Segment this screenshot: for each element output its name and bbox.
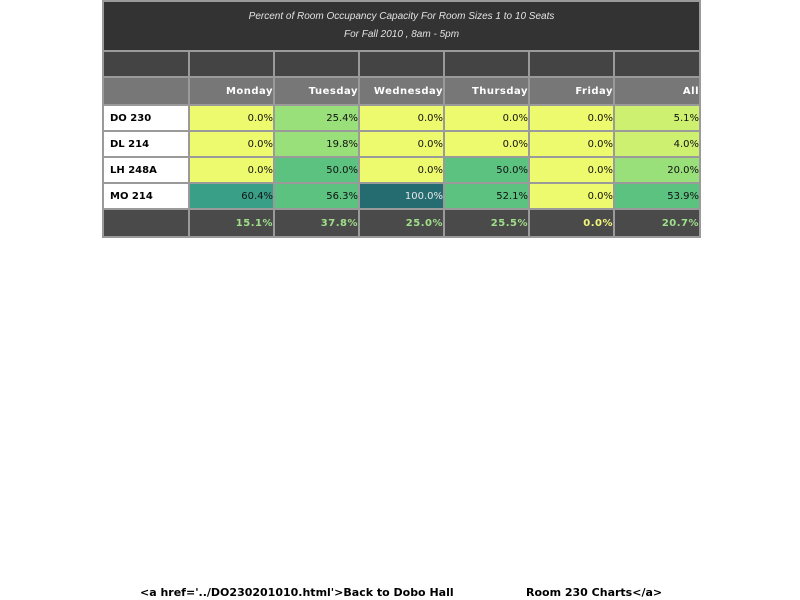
occupancy-cell: 0.0% — [443, 104, 530, 132]
blank-cell — [358, 50, 445, 78]
occupancy-cell: 0.0% — [188, 156, 275, 184]
occupancy-cell: 60.4% — [188, 182, 275, 210]
total-cell: 25.5% — [443, 208, 530, 238]
occupancy-cell: 0.0% — [188, 104, 275, 132]
table-title: Percent of Room Occupancy Capacity For R… — [101, 0, 702, 52]
occupancy-cell: 50.0% — [273, 156, 360, 184]
occupancy-cell: 0.0% — [188, 130, 275, 158]
occupancy-cell: 53.9% — [612, 182, 702, 210]
totals-row: 15.1% 37.8% 25.0% 25.5% 0.0% 20.7% — [102, 208, 702, 238]
row-label: LH 248A — [102, 156, 190, 184]
occupancy-cell: 0.0% — [528, 130, 615, 158]
column-header-tuesday: Tuesday — [273, 76, 360, 106]
occupancy-cell: 20.0% — [612, 156, 702, 184]
table-row: DL 214 0.0% 19.8% 0.0% 0.0% 0.0% 4.0% — [102, 130, 702, 158]
row-label: MO 214 — [102, 182, 190, 210]
corner-cell — [102, 76, 190, 106]
table-row: MO 214 60.4% 56.3% 100.0% 52.1% 0.0% 53.9% — [102, 182, 702, 210]
blank-cell — [443, 50, 530, 78]
blank-cell — [612, 50, 702, 78]
column-header-all: All — [612, 76, 702, 106]
occupancy-cell: 52.1% — [443, 182, 530, 210]
blank-cell — [188, 50, 275, 78]
occupancy-cell: 0.0% — [358, 130, 445, 158]
row-label: DL 214 — [102, 130, 190, 158]
title-line-1: Percent of Room Occupancy Capacity For R… — [248, 11, 555, 22]
blank-header-row — [102, 50, 702, 78]
title-line-2: For Fall 2010 , 8am - 5pm — [343, 29, 460, 40]
occupancy-cell: 19.8% — [273, 130, 360, 158]
occupancy-cell: 0.0% — [528, 104, 615, 132]
table-body: DO 230 0.0% 25.4% 0.0% 0.0% 0.0% 5.1% DL 214 0.0… — [102, 104, 702, 238]
occupancy-cell: 0.0% — [358, 156, 445, 184]
occupancy-cell: 0.0% — [528, 182, 615, 210]
row-label: DO 230 — [102, 104, 190, 132]
totals-label-cell — [102, 208, 190, 238]
column-header-wednesday: Wednesday — [358, 76, 445, 106]
column-header-thursday: Thursday — [443, 76, 530, 106]
occupancy-cell: 100.0% — [358, 182, 445, 210]
blank-cell — [528, 50, 615, 78]
column-header-row: Monday Tuesday Wednesday Thursday Friday All — [102, 76, 702, 106]
blank-cell — [273, 50, 360, 78]
total-cell: 25.0% — [358, 208, 445, 238]
occupancy-cell: 0.0% — [358, 104, 445, 132]
total-cell: 20.7% — [612, 208, 702, 238]
total-cell: 0.0% — [528, 208, 615, 238]
total-cell: 37.8% — [273, 208, 360, 238]
occupancy-cell: 4.0% — [612, 130, 702, 158]
back-to-dobo-hall-text: <a href='../DO230201010.html'>Back to Do… — [140, 586, 454, 599]
table-row: DO 230 0.0% 25.4% 0.0% 0.0% 0.0% 5.1% — [102, 104, 702, 132]
blank-cell — [102, 50, 190, 78]
occupancy-cell: 25.4% — [273, 104, 360, 132]
occupancy-cell: 5.1% — [612, 104, 702, 132]
occupancy-cell: 0.0% — [443, 130, 530, 158]
column-header-friday: Friday — [528, 76, 615, 106]
occupancy-cell: 0.0% — [528, 156, 615, 184]
occupancy-table: Percent of Room Occupancy Capacity For R… — [101, 0, 702, 238]
room-charts-text: Room 230 Charts</a> — [526, 586, 663, 599]
total-cell: 15.1% — [188, 208, 275, 238]
occupancy-cell: 50.0% — [443, 156, 530, 184]
occupancy-cell: 56.3% — [273, 182, 360, 210]
table-row: LH 248A 0.0% 50.0% 0.0% 50.0% 0.0% 20.0% — [102, 156, 702, 184]
column-header-monday: Monday — [188, 76, 275, 106]
